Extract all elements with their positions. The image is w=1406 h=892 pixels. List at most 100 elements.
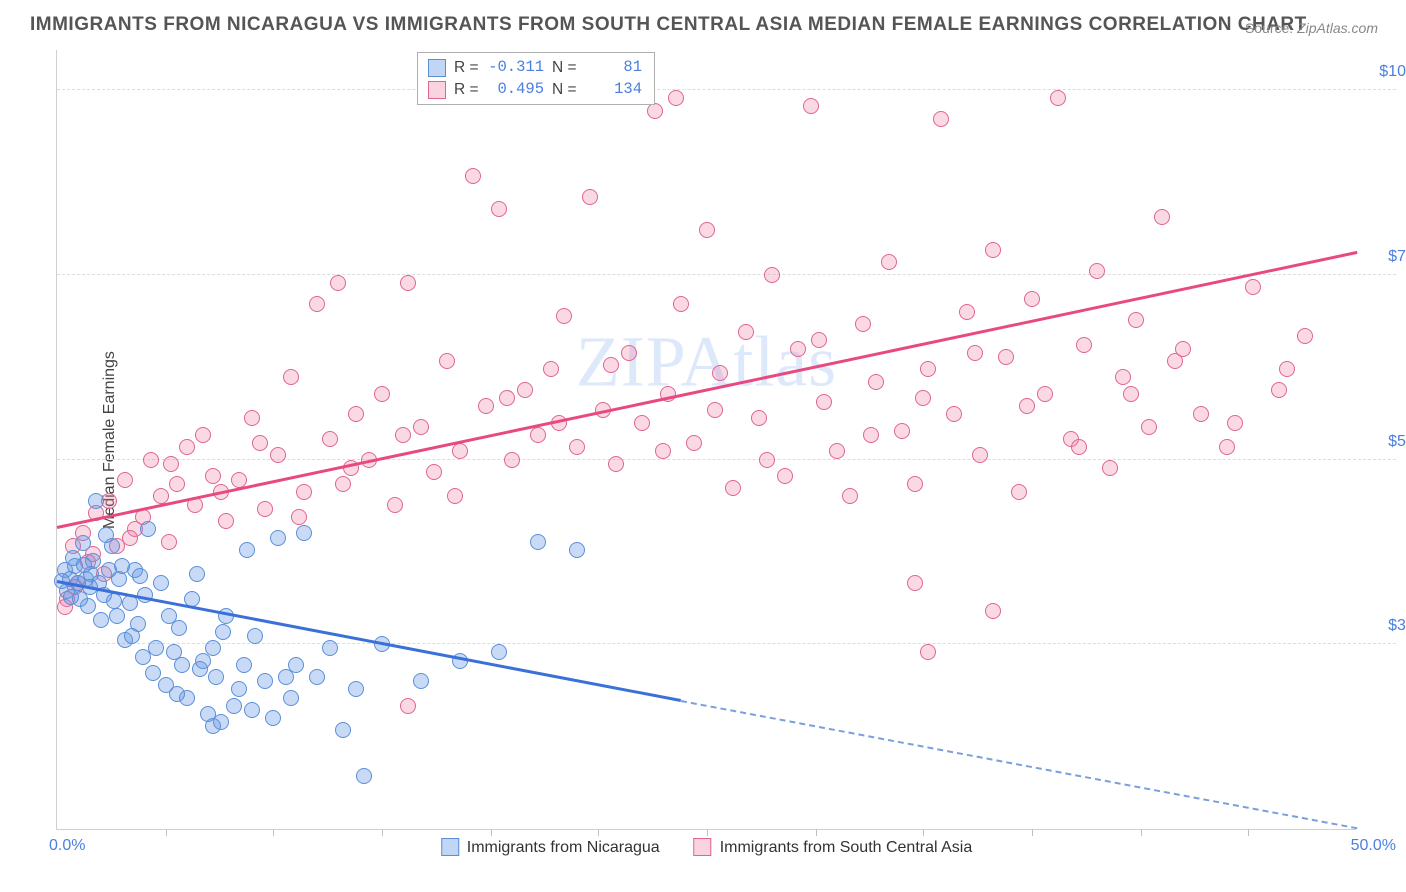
- data-point: [1102, 460, 1118, 476]
- data-point: [335, 722, 351, 738]
- data-point: [1024, 291, 1040, 307]
- data-point: [894, 423, 910, 439]
- data-point: [122, 530, 138, 546]
- data-point: [400, 275, 416, 291]
- trendline: [681, 700, 1357, 829]
- data-point: [169, 686, 185, 702]
- data-point: [387, 497, 403, 513]
- legend-label: Immigrants from Nicaragua: [467, 839, 660, 856]
- data-point: [291, 509, 307, 525]
- legend-swatch-pink-icon: [694, 838, 712, 856]
- legend-swatch-blue-icon: [441, 838, 459, 856]
- data-point: [855, 316, 871, 332]
- data-point: [195, 427, 211, 443]
- source-label: Source:: [1245, 20, 1293, 36]
- x-axis-tick: [382, 829, 383, 836]
- data-point: [283, 369, 299, 385]
- scatter-chart: ZIPAtlas Median Female Earnings R = -0.3…: [56, 50, 1356, 830]
- data-point: [972, 447, 988, 463]
- data-point: [985, 242, 1001, 258]
- stats-row-pink: R = 0.495 N = 134: [428, 79, 642, 101]
- data-point: [88, 493, 104, 509]
- data-point: [530, 534, 546, 550]
- legend-label: Immigrants from South Central Asia: [720, 839, 973, 856]
- data-point: [236, 657, 252, 673]
- data-point: [439, 353, 455, 369]
- data-point: [252, 435, 268, 451]
- data-point: [169, 476, 185, 492]
- x-axis-tick: [598, 829, 599, 836]
- data-point: [530, 427, 546, 443]
- x-axis-tick: [1141, 829, 1142, 836]
- data-point: [556, 308, 572, 324]
- data-point: [322, 431, 338, 447]
- x-axis-tick: [707, 829, 708, 836]
- data-point: [1141, 419, 1157, 435]
- data-point: [400, 698, 416, 714]
- data-point: [634, 415, 650, 431]
- x-axis-tick: [273, 829, 274, 836]
- data-point: [231, 681, 247, 697]
- data-point: [330, 275, 346, 291]
- data-point: [257, 673, 273, 689]
- data-point: [1089, 263, 1105, 279]
- data-point: [1128, 312, 1144, 328]
- data-point: [143, 452, 159, 468]
- data-point: [218, 513, 234, 529]
- data-point: [1071, 439, 1087, 455]
- data-point: [790, 341, 806, 357]
- data-point: [465, 168, 481, 184]
- data-point: [278, 669, 294, 685]
- data-point: [374, 386, 390, 402]
- y-axis-tick-label: $32,500: [1388, 617, 1406, 635]
- legend-item-south-central-asia: Immigrants from South Central Asia: [694, 838, 973, 857]
- data-point: [163, 456, 179, 472]
- data-point: [699, 222, 715, 238]
- data-point: [179, 439, 195, 455]
- data-point: [244, 410, 260, 426]
- data-point: [452, 443, 468, 459]
- x-axis-tick: [1248, 829, 1249, 836]
- data-point: [915, 390, 931, 406]
- data-point: [725, 480, 741, 496]
- data-point: [195, 653, 211, 669]
- r-value: -0.311: [488, 57, 544, 79]
- data-point: [907, 476, 923, 492]
- data-point: [1050, 90, 1066, 106]
- data-point: [621, 345, 637, 361]
- data-point: [868, 374, 884, 390]
- data-point: [124, 628, 140, 644]
- n-value: 81: [586, 57, 642, 79]
- data-point: [543, 361, 559, 377]
- data-point: [226, 698, 242, 714]
- data-point: [335, 476, 351, 492]
- data-point: [174, 657, 190, 673]
- data-point: [759, 452, 775, 468]
- data-point: [673, 296, 689, 312]
- data-point: [1011, 484, 1027, 500]
- data-point: [863, 427, 879, 443]
- x-axis-tick: [923, 829, 924, 836]
- data-point: [967, 345, 983, 361]
- data-point: [395, 427, 411, 443]
- data-point: [215, 624, 231, 640]
- chart-title: IMMIGRANTS FROM NICARAGUA VS IMMIGRANTS …: [30, 14, 1307, 36]
- data-point: [777, 468, 793, 484]
- data-point: [907, 575, 923, 591]
- data-point: [499, 390, 515, 406]
- data-point: [1271, 382, 1287, 398]
- x-axis-tick: [816, 829, 817, 836]
- data-point: [686, 435, 702, 451]
- data-point: [1279, 361, 1295, 377]
- data-point: [1037, 386, 1053, 402]
- data-point: [426, 464, 442, 480]
- legend-swatch-blue-icon: [428, 59, 446, 77]
- data-point: [738, 324, 754, 340]
- n-label: N =: [552, 79, 578, 101]
- data-point: [1219, 439, 1235, 455]
- data-point: [1245, 279, 1261, 295]
- source-value: ZipAtlas.com: [1297, 20, 1378, 36]
- data-point: [504, 452, 520, 468]
- data-point: [751, 410, 767, 426]
- data-point: [270, 447, 286, 463]
